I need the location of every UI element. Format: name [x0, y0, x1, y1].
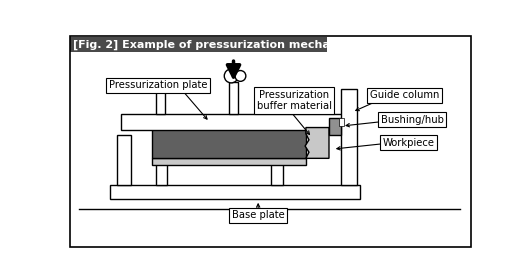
Bar — [152, 128, 306, 158]
Circle shape — [225, 69, 238, 83]
Bar — [110, 185, 360, 199]
Bar — [152, 158, 306, 165]
Bar — [156, 162, 167, 185]
Bar — [339, 118, 344, 126]
Bar — [70, 37, 327, 52]
Bar — [121, 115, 348, 130]
Text: Base plate: Base plate — [232, 210, 285, 220]
Text: [Fig. 2] Example of pressurization mechanism: [Fig. 2] Example of pressurization mecha… — [73, 39, 360, 50]
Text: Pressurization plate: Pressurization plate — [109, 80, 207, 90]
Text: Guide column: Guide column — [370, 90, 439, 100]
Text: Workpiece: Workpiece — [382, 138, 434, 148]
Bar — [156, 82, 165, 115]
Bar — [329, 118, 341, 135]
Text: Pressurization
buffer material: Pressurization buffer material — [257, 90, 332, 111]
Bar — [340, 89, 357, 185]
Text: Bushing/hub: Bushing/hub — [380, 115, 444, 125]
Bar — [271, 162, 283, 185]
Bar — [117, 135, 131, 185]
Bar — [229, 82, 238, 115]
Polygon shape — [305, 128, 329, 158]
Circle shape — [235, 71, 246, 81]
